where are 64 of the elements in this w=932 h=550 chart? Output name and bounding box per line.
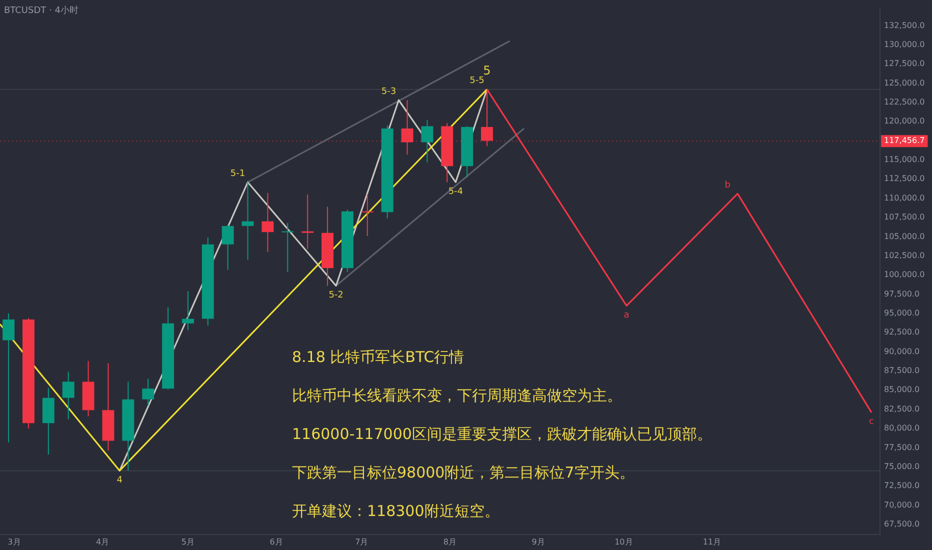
annotation: 5-4 (448, 187, 464, 198)
y-tick-label: 85,000.0 (884, 385, 920, 394)
y-tick-label: 90,000.0 (884, 346, 920, 356)
candlestick (302, 194, 314, 250)
y-tick-label: 110,000.0 (884, 193, 925, 202)
x-tick-label: 3月 (8, 537, 21, 546)
annotation: 4 (116, 476, 123, 486)
ref-line-label: 117,456.7 (884, 136, 925, 146)
y-tick-label: 122,500.0 (884, 97, 925, 106)
y-tick-label: 77,500.0 (884, 442, 920, 452)
candlestick (182, 290, 194, 331)
candlestick (2, 312, 15, 443)
y-tick-label: 125,000.0 (884, 78, 925, 88)
candlestick (421, 120, 434, 163)
y-tick-label: 100,000.0 (884, 270, 925, 280)
annotation: 116000-117000区间是重要支撑区，跌破才能确认已见顶部。 (292, 424, 712, 443)
text: 8.18 比特币军长BTC行情 (292, 348, 464, 366)
x-tick-label: 4月 (96, 537, 110, 546)
y-tick-label: 97,500.0 (884, 289, 920, 298)
annotation: c (868, 417, 874, 428)
candlestick (142, 378, 154, 406)
y-tick-label: 127,500.0 (884, 59, 925, 68)
annotation: 5-3 (381, 86, 396, 97)
annotation: 下跌第一目标位98000附近，第二目标位7字开头。 (292, 463, 634, 482)
candlestick (242, 182, 254, 260)
x-tick-label: 10月 (614, 537, 633, 546)
y-tick-label: 72,500.0 (884, 481, 920, 490)
x-tick-label: 7月 (355, 537, 368, 546)
candlestick (62, 371, 74, 420)
x-tick-label: 6月 (270, 537, 283, 546)
x-tick-label: 11月 (702, 537, 722, 546)
chart-subtitle: BTCUSDT · 4小时 (4, 4, 78, 16)
x-tick-label: 8月 (443, 537, 457, 546)
y-tick-label: 102,500.0 (884, 250, 925, 260)
annotation: 开单建议：118300附近短空。 (292, 502, 500, 520)
y-tick-label: 80,000.0 (884, 424, 920, 433)
annotation: b (724, 180, 731, 191)
annotation: 5-1 (230, 169, 246, 180)
y-tick-label: 82,500.0 (884, 404, 920, 414)
y-tick-label: 120,000.0 (884, 116, 925, 126)
annotation: 5-5 (470, 76, 484, 86)
y-tick-label: 112,500.0 (884, 174, 925, 184)
y-tick-label: 67,500.0 (884, 520, 920, 529)
annotation: 比特币中长线看跌不变，下行周期逢高做空为主。 (292, 386, 622, 404)
candlestick (262, 192, 274, 253)
x-tick-label: 5月 (181, 537, 195, 546)
annotation: a (624, 310, 630, 321)
candlestick (361, 194, 374, 236)
candlestick (282, 222, 294, 272)
annotation: 5 (483, 63, 491, 78)
y-tick-label: 130,000.0 (884, 40, 925, 49)
y-tick-label: 115,000.0 (884, 155, 925, 164)
y-tick-label: 105,000.0 (884, 232, 925, 241)
y-tick-label: 107,500.0 (884, 212, 925, 222)
candlestick (401, 100, 414, 156)
y-tick-label: 132,500.0 (884, 20, 925, 30)
y-tick-label: 75,000.0 (884, 462, 920, 471)
annotation: 5-2 (328, 290, 344, 301)
y-tick-label: 95,000.0 (884, 308, 920, 318)
y-tick-label: 70,000.0 (884, 500, 920, 510)
y-tick-label: 92,500.0 (884, 328, 920, 337)
y-tick-label: 87,500.0 (884, 366, 920, 376)
candlestick (222, 224, 234, 270)
x-tick-label: 9月 (532, 537, 545, 546)
